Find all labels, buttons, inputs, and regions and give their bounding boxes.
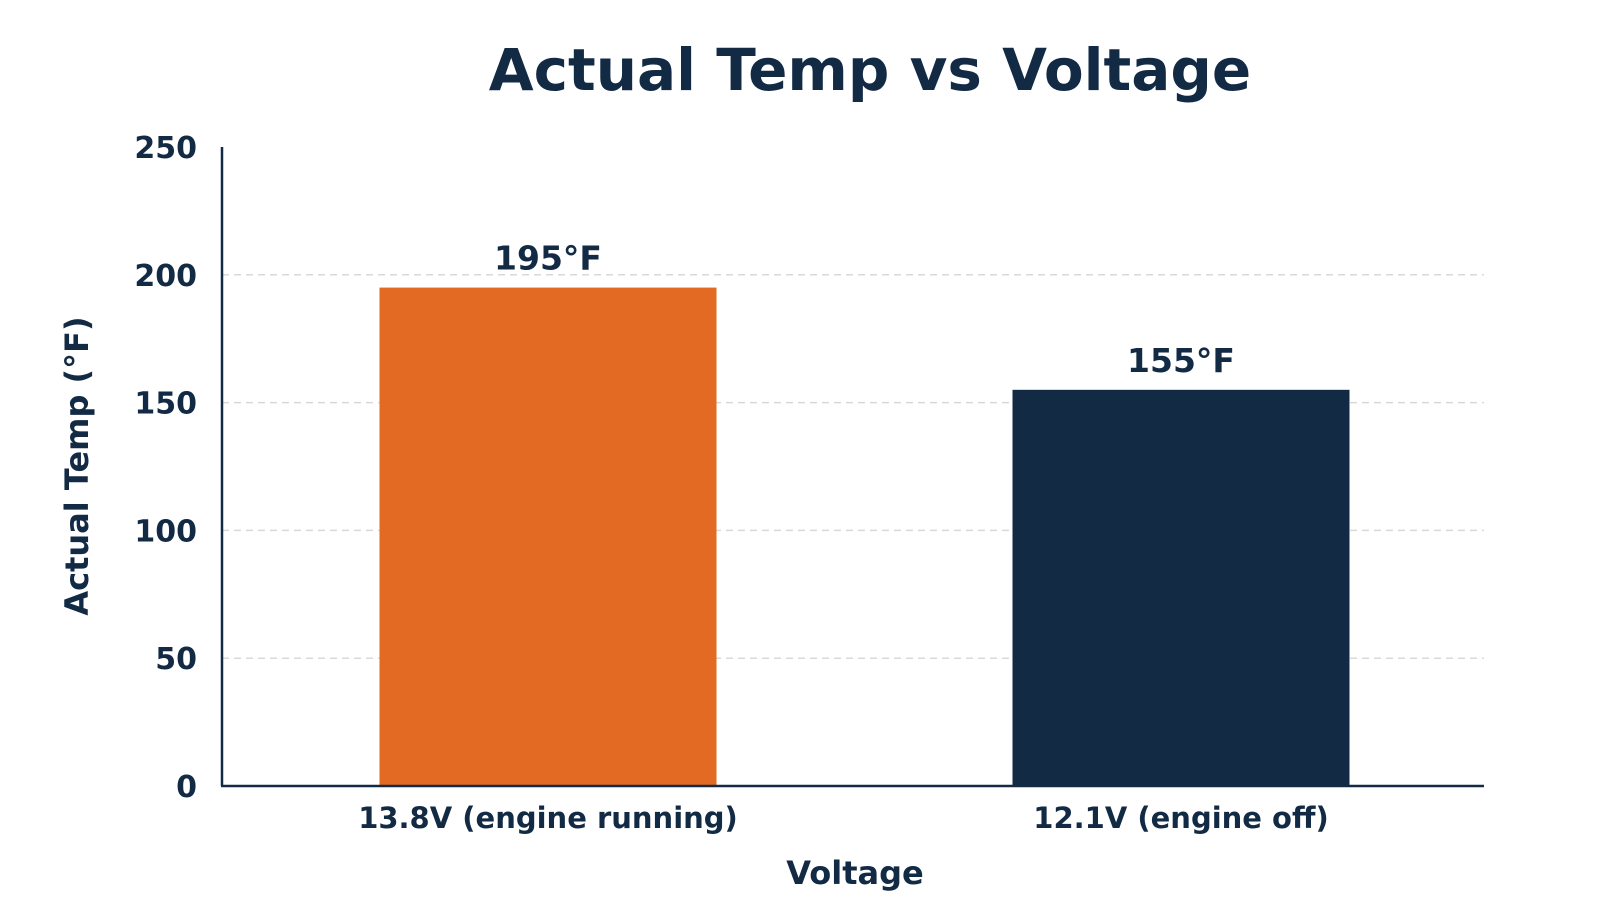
- x-axis-label: Voltage: [786, 854, 923, 892]
- x-category-label: 13.8V (engine running): [358, 801, 738, 835]
- y-tick-label: 0: [176, 770, 197, 805]
- y-tick-label: 200: [134, 259, 197, 294]
- axes: [220, 147, 1484, 788]
- data-labels: 195°F 155°F: [494, 239, 1235, 380]
- y-tick-label: 250: [134, 131, 197, 166]
- y-tick-label: 100: [134, 514, 197, 549]
- y-tick-label: 150: [134, 387, 197, 422]
- x-category-label: 12.1V (engine off): [1033, 801, 1328, 835]
- x-category-labels: 13.8V (engine running) 12.1V (engine off): [358, 801, 1329, 835]
- chart-title: Actual Temp vs Voltage: [489, 36, 1252, 104]
- y-axis-label: Actual Temp (°F): [58, 316, 96, 615]
- bar: [379, 287, 717, 786]
- data-label: 195°F: [494, 239, 602, 278]
- bars: [379, 287, 1350, 786]
- y-tick-labels: 0 50 100 150 200 250: [134, 131, 197, 805]
- data-label: 155°F: [1127, 341, 1235, 380]
- y-tick-label: 50: [155, 642, 197, 677]
- bar: [1012, 389, 1350, 786]
